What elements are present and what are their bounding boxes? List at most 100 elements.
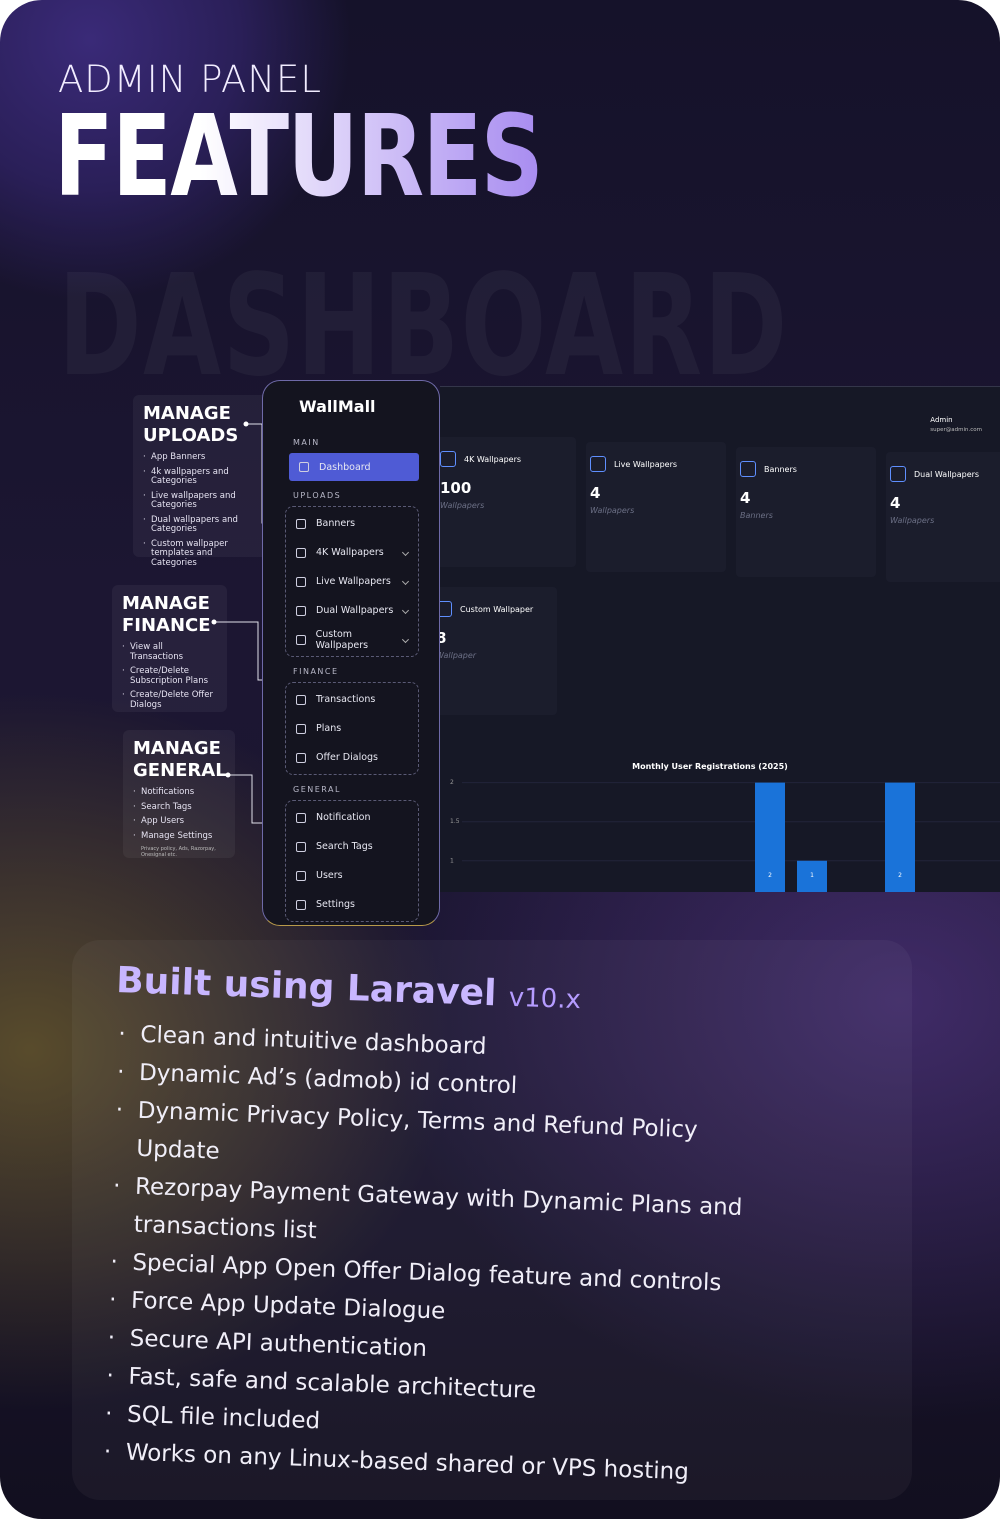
features-heading: Built using Laravel v10.x bbox=[116, 960, 857, 1027]
nav-icon bbox=[296, 812, 306, 823]
nav-label: Dashboard bbox=[319, 461, 371, 473]
features-version: v10.x bbox=[508, 982, 582, 1016]
nav-item[interactable]: Offer Dialogs bbox=[286, 743, 418, 772]
card-icon bbox=[740, 461, 756, 477]
card-title: Banners bbox=[764, 464, 797, 474]
bar bbox=[797, 860, 827, 892]
stat-card: 4K Wallpapers 100 Wallpapers bbox=[436, 437, 576, 567]
card-unit: Wallpaper bbox=[436, 651, 477, 660]
nav-item[interactable]: Dual Wallpapers bbox=[286, 596, 418, 625]
chevron bbox=[401, 577, 410, 586]
nav-icon bbox=[296, 899, 306, 910]
callout-item: Live wallpapers and Categories bbox=[143, 491, 260, 511]
nav-label: Live Wallpapers bbox=[316, 576, 391, 587]
nav-item[interactable]: Plans bbox=[286, 714, 418, 743]
nav-icon bbox=[296, 870, 306, 881]
callout-item: Dual wallpapers and Categories bbox=[143, 515, 260, 535]
nav-label: Settings bbox=[316, 899, 355, 910]
user-name: Admin bbox=[930, 416, 953, 424]
bar-label: 1 bbox=[810, 872, 814, 879]
nav-group: Banners 4K Wallpapers Live Wallpapers Dual … bbox=[285, 506, 419, 657]
user-info[interactable]: Admin super@admin.com bbox=[930, 415, 982, 435]
callout-item: Manage Settings bbox=[133, 831, 225, 842]
nav-item[interactable]: 4K Wallpapers bbox=[286, 538, 418, 567]
nav-icon bbox=[296, 723, 306, 734]
card-count: 8 bbox=[436, 629, 447, 647]
card-title: Dual Wallpapers bbox=[914, 469, 980, 479]
nav-label: Search Tags bbox=[316, 841, 373, 852]
brand[interactable]: WallMall bbox=[299, 397, 376, 416]
card-title: 4K Wallpapers bbox=[464, 454, 522, 464]
features-panel: Built using Laravel v10.x Clean and intu… bbox=[72, 940, 912, 1500]
y-tick-label: 1 bbox=[450, 857, 454, 864]
card-unit: Banners bbox=[740, 511, 773, 520]
callout-list: View all Transactions Create/Delete Subsc… bbox=[122, 642, 217, 710]
features-title: Built using Laravel bbox=[115, 960, 498, 1015]
card-title: Custom Wallpaper bbox=[460, 604, 534, 614]
nav-icon bbox=[299, 462, 309, 472]
callout-item: Custom wallpaper templates and Categorie… bbox=[143, 539, 260, 569]
nav-item[interactable]: Banners bbox=[286, 509, 418, 538]
card-unit: Wallpapers bbox=[590, 506, 635, 515]
card-title-row: 4K Wallpapers bbox=[440, 451, 572, 467]
nav-icon bbox=[296, 576, 306, 587]
card-title-row: Banners bbox=[740, 461, 872, 477]
stat-card: Live Wallpapers 4 Wallpapers bbox=[586, 442, 726, 572]
nav-group: Transactions Plans Offer Dialogs bbox=[285, 682, 419, 775]
callout: MANAGE FINANCE View all Transactions Creat… bbox=[112, 585, 227, 712]
bar-label: 2 bbox=[768, 872, 772, 879]
card-unit: Wallpapers bbox=[440, 501, 485, 510]
nav-item[interactable]: Dashboard bbox=[289, 453, 419, 481]
nav-item[interactable]: Transactions bbox=[286, 685, 418, 714]
nav-icon bbox=[296, 605, 306, 616]
callout-list: App Banners 4k wallpapers and Categories L… bbox=[143, 452, 260, 569]
callout-item: Create/Delete Subscription Plans bbox=[122, 666, 217, 686]
card-icon bbox=[590, 456, 606, 472]
section-label: UPLOADS bbox=[293, 491, 342, 500]
callout-item: App Banners bbox=[143, 452, 260, 463]
y-tick-label: 1.5 bbox=[450, 818, 460, 825]
card-count: 4 bbox=[590, 484, 601, 502]
card-title-row: Custom Wallpaper bbox=[436, 601, 553, 617]
nav-item[interactable]: Users bbox=[286, 861, 418, 890]
features-content: Built using Laravel v10.x Clean and intu… bbox=[99, 960, 856, 1497]
callout-title: MANAGE FINANCE bbox=[122, 593, 211, 636]
nav-item[interactable]: Notification bbox=[286, 803, 418, 832]
stat-card: Dual Wallpapers 4 Wallpapers bbox=[886, 452, 1000, 582]
nav-label: Transactions bbox=[316, 694, 376, 705]
nav-icon bbox=[296, 841, 306, 852]
nav-item[interactable]: Custom Wallpapers bbox=[286, 625, 418, 654]
card-title: Live Wallpapers bbox=[614, 459, 678, 469]
card-count: 4 bbox=[890, 494, 901, 512]
nav-label: Offer Dialogs bbox=[316, 752, 379, 763]
chart-title: Monthly User Registrations (2025) bbox=[632, 762, 788, 771]
callout-title: MANAGE UPLOADS bbox=[143, 403, 239, 446]
nav-label: Custom Wallpapers bbox=[315, 628, 369, 651]
callout-item: Create/Delete Offer Dialogs bbox=[122, 690, 217, 710]
title: FEATURES bbox=[54, 92, 544, 222]
stat-card: Banners 4 Banners bbox=[736, 447, 876, 577]
nav-icon bbox=[296, 518, 306, 529]
nav-icon bbox=[296, 694, 306, 705]
nav-icon bbox=[296, 634, 306, 645]
card-count: 100 bbox=[440, 479, 472, 497]
nav-group: Notification Search Tags Users Settings bbox=[285, 800, 419, 922]
callout-item: App Users bbox=[133, 816, 225, 827]
callout-item: Notifications bbox=[133, 787, 225, 798]
nav-label: 4K Wallpapers bbox=[316, 547, 384, 558]
nav-icon bbox=[296, 752, 306, 763]
nav-label: Notification bbox=[316, 812, 371, 823]
card-count: 4 bbox=[740, 489, 751, 507]
section-label: MAIN bbox=[293, 438, 320, 447]
card-title-row: Live Wallpapers bbox=[590, 456, 722, 472]
nav-label: Users bbox=[316, 870, 343, 881]
bar-label: 2 bbox=[898, 872, 902, 879]
callout-title: MANAGE GENERAL bbox=[133, 738, 227, 781]
nav-item[interactable]: Settings bbox=[286, 890, 418, 919]
chevron bbox=[401, 548, 410, 557]
nav-item[interactable]: Live Wallpapers bbox=[286, 567, 418, 596]
card-title-row: Dual Wallpapers bbox=[890, 466, 1000, 482]
nav-item[interactable]: Search Tags bbox=[286, 832, 418, 861]
card-unit: Wallpapers bbox=[890, 516, 935, 525]
